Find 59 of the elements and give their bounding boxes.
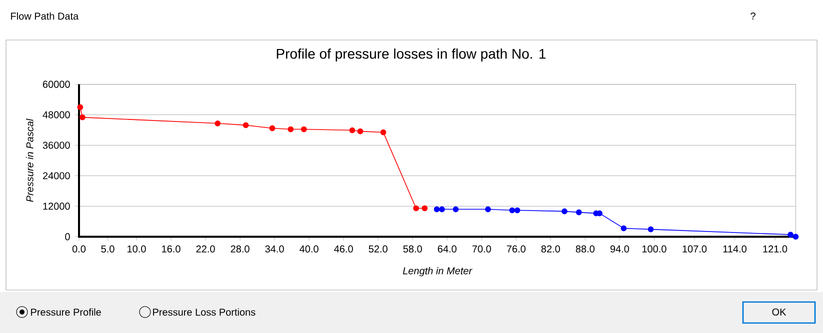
x-tick-label: 5.0: [101, 245, 114, 252]
y-tick-label: 60000: [42, 80, 70, 88]
y-tick-label: 12000: [43, 202, 70, 210]
point: [214, 120, 221, 126]
x-tick-label: 22.0: [196, 245, 215, 252]
point: [792, 234, 799, 240]
point: [562, 208, 568, 214]
y-tick-label: 24000: [42, 172, 70, 180]
x-tick-label: 70.0: [472, 245, 491, 252]
x-tick-label: 10.0: [128, 245, 146, 252]
chart-title: Profile of pressure losses in flow path No. 1: [276, 48, 546, 62]
point: [269, 125, 276, 132]
y-axis-title: Pressure in Pascal: [26, 118, 34, 202]
text: Pressure Profile: [31, 308, 101, 316]
point: [439, 206, 445, 212]
point: [514, 207, 520, 214]
x-tick-label: 82.0: [541, 245, 560, 252]
x-axis-title: Length in Meter: [402, 266, 472, 276]
point: [357, 128, 364, 134]
point: [422, 205, 428, 212]
text: OK: [772, 308, 786, 316]
point: [576, 209, 582, 216]
x-tick-label: 76.0: [506, 245, 526, 252]
point: [349, 127, 356, 134]
point: [300, 126, 307, 132]
point: [452, 206, 459, 212]
text: ?: [750, 12, 756, 20]
y-tick-label: 36000: [42, 142, 70, 149]
point: [80, 114, 86, 120]
point: [380, 129, 386, 136]
point: [413, 205, 420, 212]
y-tick-label: 0: [65, 233, 70, 240]
x-tick-label: 94.0: [610, 245, 630, 252]
point: [485, 206, 491, 212]
point: [509, 207, 516, 214]
point: [434, 206, 440, 212]
point: [648, 226, 654, 232]
point: [620, 225, 627, 232]
x-tick-label: 34.0: [265, 245, 284, 252]
x-tick-label: 100.0: [642, 245, 666, 252]
x-tick-label: 114.0: [723, 245, 746, 252]
x-tick-label: 88.0: [576, 245, 595, 252]
x-tick-label: 58.0: [403, 245, 422, 252]
x-tick-label: 52.0: [368, 245, 388, 252]
x-tick-label: 121.0: [763, 245, 788, 252]
x-tick-label: 107.0: [682, 245, 707, 252]
x-tick-label: 64.0: [438, 245, 456, 252]
point: [242, 122, 249, 128]
x-tick-label: 16.0: [162, 245, 180, 252]
point: [77, 104, 84, 110]
x-tick-label: 46.0: [334, 245, 353, 252]
y-tick-label: 48000: [42, 111, 70, 118]
point: [788, 232, 794, 238]
x-tick-label: 28.0: [230, 245, 250, 252]
point: [288, 126, 294, 132]
x-tick-label: 0.0: [72, 245, 86, 252]
text: Pressure Loss Portions: [153, 308, 256, 316]
text: Flow Path Data: [11, 12, 79, 20]
x-tick-label: 40.0: [300, 245, 318, 252]
